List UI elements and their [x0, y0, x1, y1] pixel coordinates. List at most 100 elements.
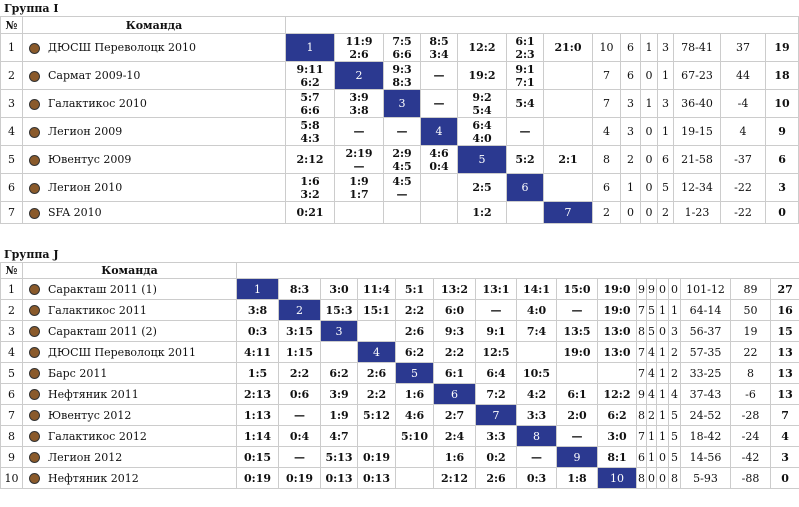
team-icon [29, 98, 40, 110]
score: 4:0 [526, 303, 547, 317]
group-title: Группа J [4, 248, 59, 261]
score: 2:9 [392, 146, 412, 160]
stat-cell: 8 [636, 404, 647, 426]
score: 8 [533, 429, 540, 443]
result-cell: 11:4 [357, 278, 396, 300]
result-cell [543, 117, 593, 146]
stat: 1-23 [684, 206, 710, 219]
result-cell: 9:1 [475, 320, 517, 342]
stat: 24-52 [689, 408, 722, 422]
result-cell: 11:9 2:6 [334, 33, 384, 62]
score: — [396, 125, 408, 138]
score: 5:1 [404, 282, 425, 296]
team-icon [29, 154, 40, 166]
stat-cell: 4 [646, 362, 657, 384]
score: 12:2 [468, 41, 496, 54]
score: 3:4 [429, 47, 449, 61]
team-row: 5 Ювентус 2009 2:12 2:19—2:9 4:5 4:6 0:4 5 5:2 2:… [0, 145, 799, 174]
result-cell: 3:15 [278, 320, 321, 342]
score: 13:0 [603, 345, 631, 359]
stat-cell: 8 [730, 362, 771, 384]
stat-cell: 0 [656, 446, 669, 468]
stat: 5 [671, 408, 678, 422]
stat: 3 [671, 324, 678, 338]
team-row: 2 Галактикос 2011 3:8 2 15:3 15:1 2:2 6:0 — 4:0 — 1… [0, 299, 799, 321]
stat-cell: 8 [636, 467, 647, 489]
team-name: Ювентус 2009 [48, 153, 132, 166]
team-icon [29, 207, 40, 219]
score: 6:4 [472, 118, 492, 132]
stat-cell: 1 [656, 383, 669, 405]
result-cell: 2:4 [433, 425, 476, 447]
stat: 9 [638, 282, 645, 296]
team-cell: Нефтяник 2012 [22, 467, 237, 489]
result-cell: 5:2 [506, 145, 544, 174]
row-number: 9 [0, 446, 23, 468]
result-cell: 0:4 [278, 425, 321, 447]
stat: 1 [645, 41, 653, 54]
score: 5 [478, 153, 486, 166]
result-cell: 6:0 [433, 299, 476, 321]
stat: 37 [736, 41, 750, 54]
score: 1:6 [300, 174, 320, 188]
stat: 0 [781, 471, 789, 485]
score: 5:4 [515, 97, 535, 110]
result-cell: 6:2 [597, 404, 637, 426]
stat-cell: -22 [720, 201, 766, 224]
stat: 50 [743, 303, 758, 317]
team-name: ДЮСШ Переволоцк 2011 [48, 345, 197, 359]
team-icon [29, 452, 40, 463]
stat: 0 [659, 450, 666, 464]
stat: 5-93 [693, 471, 718, 485]
stat: 8 [638, 471, 645, 485]
result-cell [320, 341, 358, 363]
stat-cell: -22 [720, 173, 766, 202]
result-cell: — [420, 61, 458, 90]
stat: 7 [781, 408, 789, 422]
stat-cell: 2 [646, 404, 657, 426]
stat-cell: 14-56 [680, 446, 731, 468]
score: 0:15 [243, 450, 272, 464]
stat-cell: 7 [769, 404, 799, 426]
result-cell [543, 61, 593, 90]
result-cell: 1:2 [457, 201, 507, 224]
result-cell: 5:7 6:6 [285, 89, 335, 118]
score: 2:5 [472, 181, 492, 194]
result-cell: 4:6 0:4 [420, 145, 458, 174]
team-cell: Легион 2009 [22, 117, 286, 146]
stat-cell: 9 [764, 117, 799, 146]
stat-cell: 5 [668, 404, 681, 426]
stat: 8 [638, 408, 645, 422]
result-cell: 21:0 [543, 33, 593, 62]
stat-cell: -88 [730, 467, 771, 489]
result-cell: 13:1 [475, 278, 517, 300]
result-cell: 0:13 [357, 467, 396, 489]
result-cell: 2:6 [475, 467, 517, 489]
stat-cell: 7 [636, 299, 647, 321]
result-cell: 8:5 3:4 [420, 33, 458, 62]
score: 5:13 [325, 450, 353, 464]
header-row: № Команда [0, 16, 799, 34]
result-cell: 2:12 [285, 145, 335, 174]
score: 7 [564, 206, 572, 219]
score: — [490, 303, 502, 317]
team-name: Барс 2011 [48, 366, 108, 380]
stat: 3 [662, 97, 669, 110]
stat-cell: -28 [730, 404, 771, 426]
stat-cell: 1 [668, 299, 681, 321]
score: 1:7 [349, 187, 369, 201]
result-cell: 19:0 [597, 278, 637, 300]
stat: 7 [638, 429, 645, 443]
score: 2 [355, 69, 363, 82]
score: 3:0 [607, 429, 627, 443]
score: 2:6 [349, 47, 369, 61]
score: 11:4 [362, 282, 391, 296]
stat-cell: 7 [592, 61, 621, 90]
score: 12:5 [482, 345, 510, 359]
stat: -37 [734, 153, 752, 166]
score: 4:3 [300, 131, 320, 145]
row-number: 8 [0, 425, 23, 447]
stat-cell: 13 [769, 362, 799, 384]
stat-cell: -6 [730, 383, 771, 405]
score: 4:5 [392, 174, 412, 188]
